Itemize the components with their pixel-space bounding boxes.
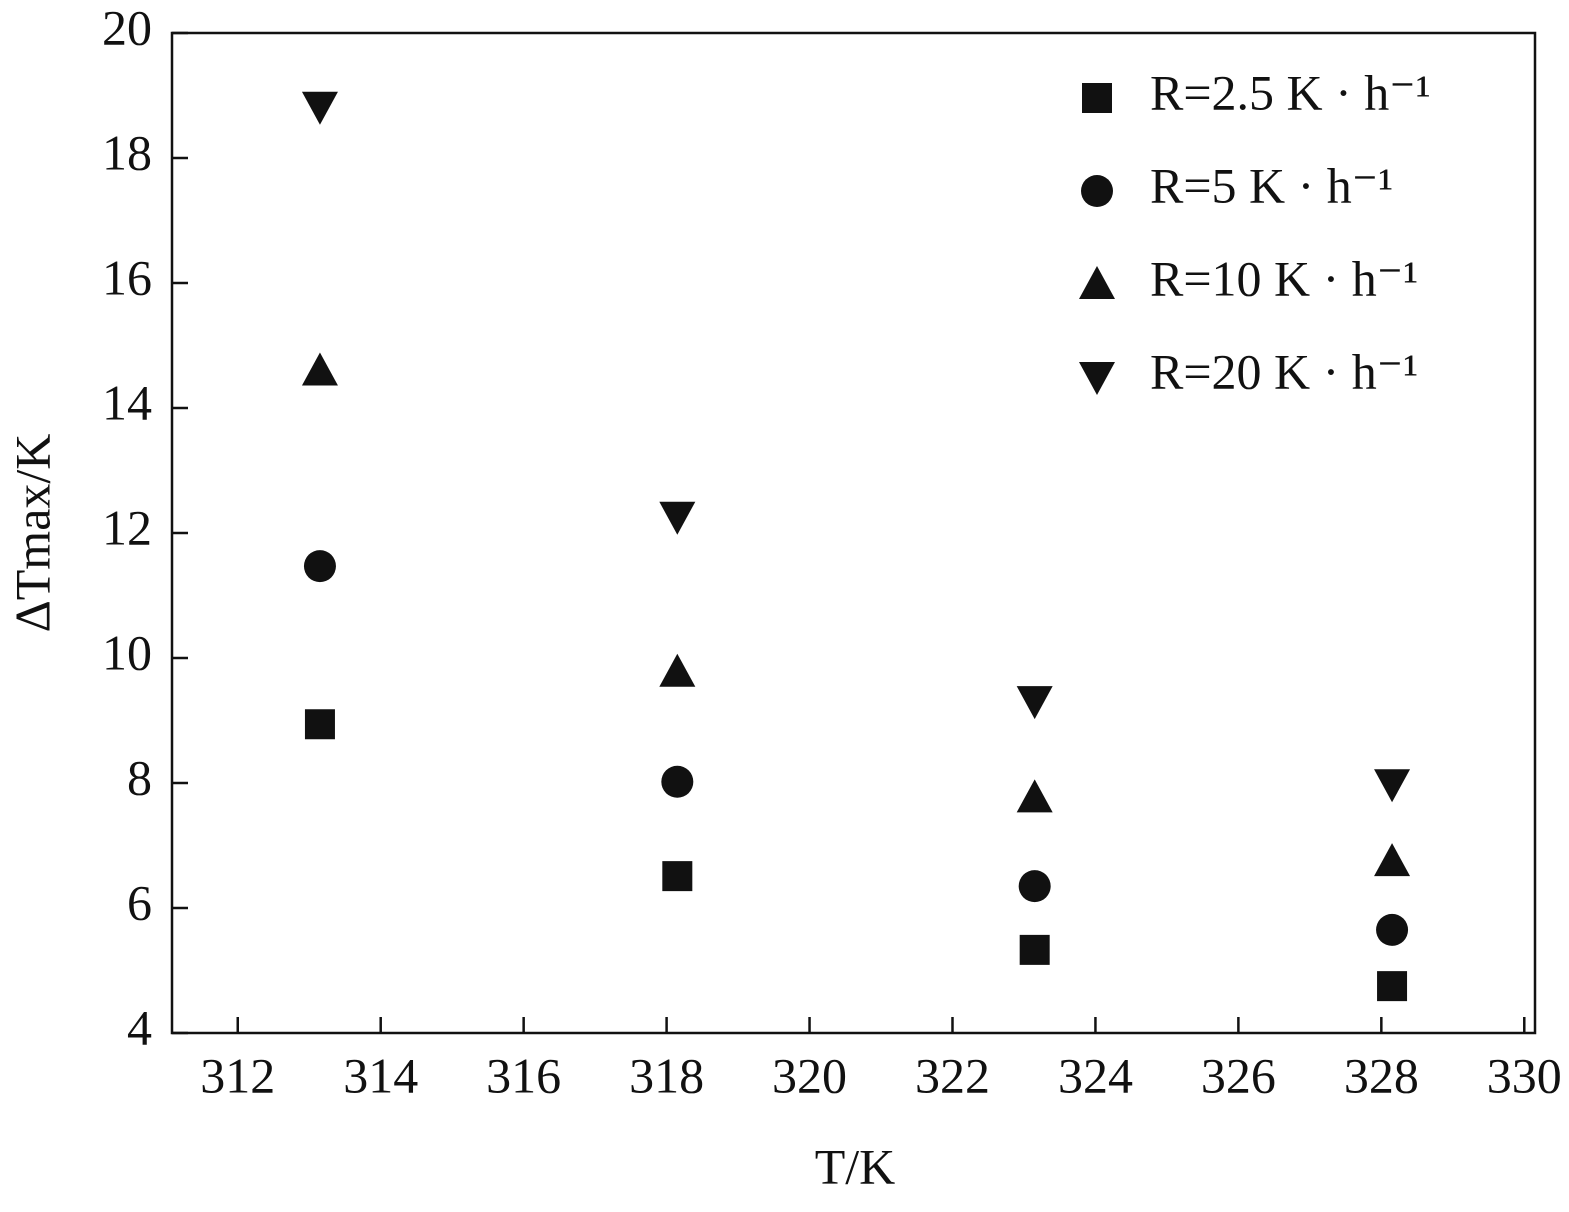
x-axis-label: T/K — [815, 1138, 896, 1194]
legend-label: R=10 K · h⁻¹ — [1150, 250, 1418, 306]
marker — [1374, 843, 1411, 877]
x-tick-label: 320 — [772, 1047, 847, 1103]
marker — [303, 550, 336, 583]
marker — [1374, 769, 1411, 803]
marker — [1377, 971, 1408, 1002]
x-tick-label: 322 — [915, 1047, 990, 1103]
y-tick-label: 18 — [102, 124, 152, 180]
x-tick-label: 318 — [629, 1047, 704, 1103]
marker — [301, 352, 338, 386]
marker — [659, 501, 696, 535]
x-tick-label: 326 — [1201, 1047, 1276, 1103]
x-tick-label: 324 — [1058, 1047, 1133, 1103]
x-tick-label: 328 — [1344, 1047, 1419, 1103]
y-tick-label: 6 — [127, 874, 152, 930]
marker — [1016, 686, 1053, 720]
x-tick-label: 312 — [200, 1047, 275, 1103]
marker — [1019, 934, 1050, 965]
y-tick-label: 4 — [127, 999, 152, 1055]
x-tick-label: 330 — [1487, 1047, 1562, 1103]
x-tick-label: 316 — [486, 1047, 561, 1103]
y-tick-label: 10 — [102, 624, 152, 680]
legend-label: R=2.5 K · h⁻¹ — [1150, 64, 1431, 120]
marker — [304, 709, 335, 740]
marker — [1018, 870, 1051, 903]
y-tick-label: 14 — [102, 374, 152, 430]
legend-label: R=5 K · h⁻¹ — [1150, 157, 1393, 213]
marker — [301, 91, 338, 125]
legend-marker — [1081, 175, 1113, 207]
y-tick-label: 20 — [102, 0, 152, 55]
marker — [659, 653, 696, 687]
y-axis-label: ΔTmax/K — [4, 434, 60, 633]
marker — [661, 765, 694, 798]
marker — [662, 861, 693, 892]
legend-marker — [1082, 83, 1112, 113]
y-tick-label: 8 — [127, 749, 152, 805]
legend-label: R=20 K · h⁻¹ — [1150, 343, 1418, 399]
legend-marker — [1079, 362, 1115, 395]
y-tick-label: 16 — [102, 249, 152, 305]
x-tick-label: 314 — [343, 1047, 418, 1103]
y-tick-label: 12 — [102, 499, 152, 555]
marker — [1016, 779, 1053, 813]
legend-marker — [1079, 266, 1115, 299]
marker — [1376, 913, 1409, 946]
